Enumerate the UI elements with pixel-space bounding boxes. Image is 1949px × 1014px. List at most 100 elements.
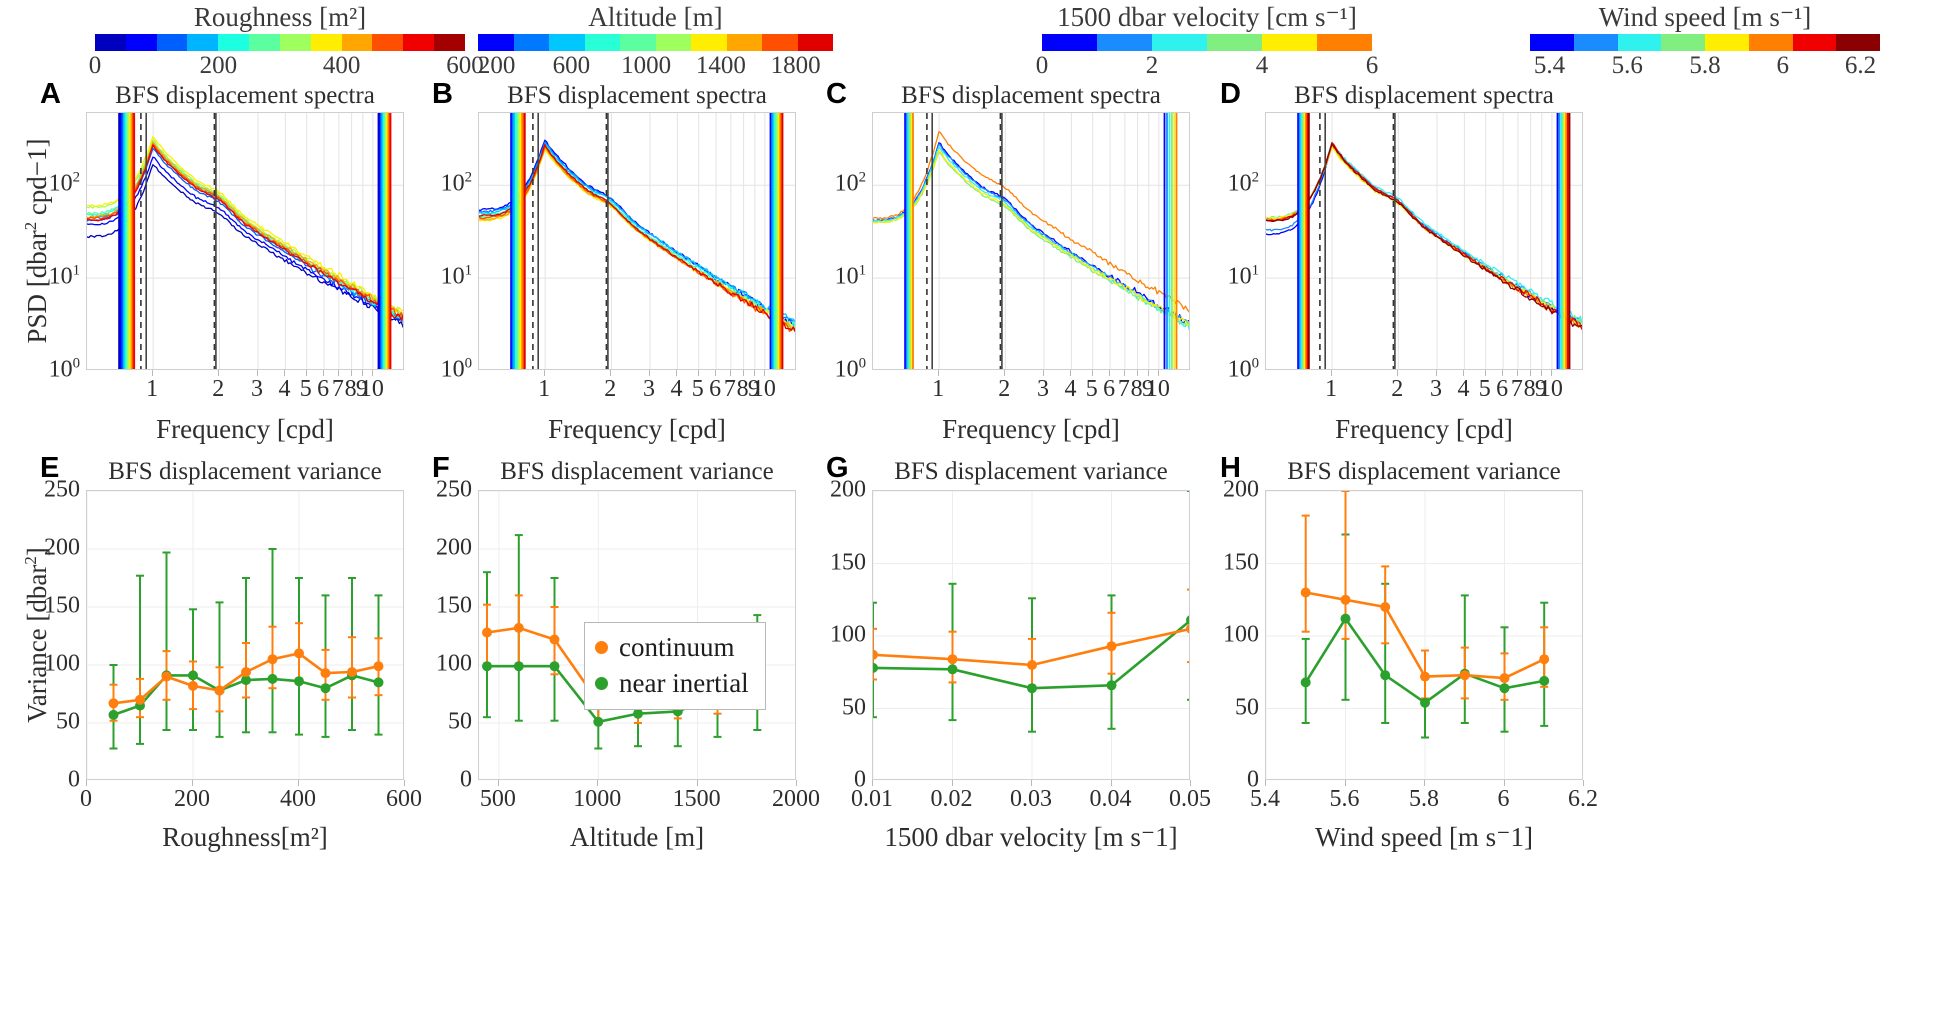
colorbar-tick-label: 6.2: [1844, 52, 1877, 79]
x-tick-mark: [1397, 370, 1399, 376]
x-tick-label: 400: [280, 786, 316, 812]
x-tick-label: 6: [709, 376, 722, 402]
spectra-plot-area-a: [86, 112, 404, 370]
colorbar-segment: [726, 34, 762, 51]
x-tick-mark: [1540, 370, 1542, 376]
x-tick-label: 1500: [672, 786, 721, 812]
colorbar-segment: [1097, 34, 1152, 51]
legend-marker-icon: [595, 640, 608, 654]
colorbar-segment: [1262, 34, 1317, 51]
x-tick-mark: [86, 780, 87, 786]
panel-label-e: E: [40, 452, 60, 484]
x-tick-mark: [298, 780, 299, 786]
x-tick-mark: [1435, 370, 1437, 376]
x-axis-label: Frequency [cpd]: [1335, 414, 1513, 444]
y-tick-label: 100: [44, 650, 80, 677]
panel-title: BFS displacement variance: [500, 458, 774, 485]
colorbar-segment: [403, 34, 435, 51]
x-tick-label: 9: [1534, 376, 1547, 402]
y-tick-label: 200: [436, 534, 472, 561]
x-tick-mark: [1463, 370, 1465, 376]
x-tick-label: 3: [1429, 376, 1442, 402]
y-tick-label: 101: [1227, 262, 1259, 290]
colorbar-title: Wind speed [m s⁻¹]: [1598, 2, 1812, 32]
y-tick-label: 150: [44, 592, 80, 619]
y-tick-label: 200: [44, 534, 80, 561]
x-tick-mark: [1516, 370, 1518, 376]
panel-label-d: D: [1220, 78, 1241, 110]
panel-label-c: C: [826, 78, 847, 110]
y-tick-label: 100: [440, 355, 472, 383]
colorbar-segment: [620, 34, 656, 51]
y-tick-label: 100: [1227, 355, 1259, 383]
x-tick-mark: [1123, 370, 1125, 376]
x-tick-mark: [676, 370, 678, 376]
x-tick-label: 200: [174, 786, 210, 812]
colorbar-segment: [1573, 34, 1618, 51]
x-tick-mark: [350, 370, 352, 376]
variance-plot-area-g: [872, 490, 1190, 780]
panel-label-a: A: [40, 78, 61, 110]
x-tick-label: 0.03: [1010, 786, 1052, 812]
x-tick-label: 6: [1103, 376, 1116, 402]
x-tick-label: 10: [751, 376, 776, 402]
x-tick-mark: [1529, 370, 1531, 376]
panel-title: BFS displacement variance: [108, 458, 382, 485]
x-tick-mark: [1503, 780, 1505, 786]
colorbar-segment: [584, 34, 620, 51]
legend-item[interactable]: continuum: [595, 629, 749, 665]
legend-item[interactable]: near inertial: [595, 665, 749, 701]
x-tick-label: 2: [998, 376, 1011, 402]
x-tick-mark: [152, 370, 154, 376]
colorbar-segment: [372, 34, 404, 51]
x-tick-label: 5.6: [1329, 786, 1360, 812]
x-tick-mark: [1136, 370, 1138, 376]
x-tick-mark: [1502, 370, 1504, 376]
colorbar-segment: [762, 34, 798, 51]
colorbar-tick-label: 1800: [770, 52, 821, 79]
colorbar-title: Roughness [m²]: [193, 2, 367, 32]
x-tick-label: 4: [1457, 376, 1470, 402]
x-tick-mark: [951, 780, 953, 786]
x-tick-mark: [544, 370, 546, 376]
x-tick-label: 5: [691, 376, 704, 402]
colorbar-segment: [95, 34, 126, 51]
colorbar-tick-label: 5.8: [1689, 52, 1721, 79]
x-tick-label: 0.02: [930, 786, 973, 812]
x-axis-label: 1500 dbar velocity [m s⁻1]: [884, 822, 1178, 852]
colorbar-tick-label: 600: [552, 52, 591, 79]
x-axis-label: Frequency [cpd]: [548, 414, 726, 444]
spectra-plot-area-d: [1265, 112, 1583, 370]
colorbar-segment: [1317, 34, 1372, 51]
x-tick-mark: [256, 370, 258, 376]
colorbar-segment: [310, 34, 342, 51]
x-tick-label: 3: [1036, 376, 1049, 402]
colorbar-segment: [1792, 34, 1837, 51]
colorbar-ticks: 0 2 4 6: [1036, 52, 1379, 79]
x-tick-label: 5: [299, 376, 312, 402]
colorbar-ticks: 5.4 5.6 5.8 6 6.2: [1530, 52, 1880, 79]
x-axis-label: Frequency [cpd]: [942, 414, 1120, 444]
y-tick-label: 102: [1227, 169, 1259, 197]
x-tick-mark: [696, 780, 698, 786]
colorbar-segment: [1042, 34, 1097, 51]
y-axis-label: PSD [dbar2 cpd−1]: [21, 138, 52, 344]
x-tick-mark: [404, 780, 405, 786]
colorbar-segment: [1207, 34, 1262, 51]
legend-marker-icon: [595, 676, 608, 690]
x-tick-mark: [1331, 370, 1333, 376]
colorbar-title: Altitude [m]: [588, 2, 723, 32]
x-tick-label: 0: [80, 786, 92, 812]
colorbar-segment: [1530, 34, 1574, 51]
x-tick-label: 10: [359, 376, 384, 402]
y-tick-label: 0: [854, 766, 866, 793]
x-tick-label: 6: [317, 376, 330, 402]
x-axis-label: Wind speed [m s⁻1]: [1315, 822, 1533, 852]
x-tick-label: 2: [604, 376, 617, 402]
y-tick-label: 101: [834, 262, 866, 290]
x-tick-label: 1: [932, 376, 945, 402]
x-tick-label: 7: [1117, 376, 1130, 402]
y-tick-label: 0: [460, 766, 472, 793]
y-tick-label: 50: [448, 708, 472, 735]
x-tick-label: 9: [355, 376, 368, 402]
